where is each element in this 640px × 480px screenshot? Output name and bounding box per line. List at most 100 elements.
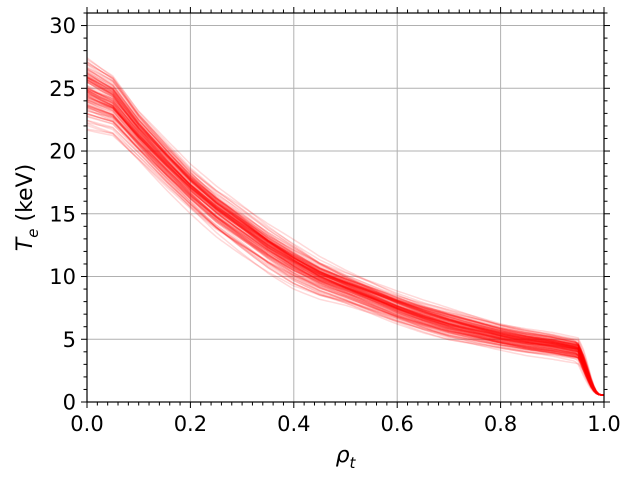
- profile-line: [87, 107, 604, 396]
- profile-line: [87, 90, 604, 396]
- profile-line: [87, 128, 604, 396]
- profile-line: [87, 96, 604, 396]
- profile-line: [87, 105, 604, 396]
- profile-line: [87, 79, 604, 396]
- profile-line: [87, 99, 604, 396]
- profile-line: [87, 80, 604, 396]
- profile-line: [87, 81, 604, 396]
- profile-line: [87, 77, 604, 396]
- profile-line: [87, 98, 604, 396]
- profile-line: [87, 76, 604, 396]
- profile-line: [87, 124, 604, 396]
- profile-line: [87, 72, 604, 396]
- profile-line: [87, 113, 604, 396]
- profile-line: [87, 76, 604, 396]
- profile-line: [87, 99, 604, 396]
- profile-line: [87, 110, 604, 396]
- profile-line: [87, 73, 604, 396]
- profile-line: [87, 79, 604, 396]
- profile-line: [87, 99, 604, 396]
- profile-line: [87, 94, 604, 396]
- x-tick-labels: 0.0 0.2 0.4 0.6 0.8 1.0: [70, 412, 620, 436]
- profile-line: [87, 76, 604, 396]
- profile-line: [87, 104, 604, 396]
- profile-line: [87, 91, 604, 396]
- y-tick-label: 20: [49, 140, 76, 164]
- profile-lines: [87, 57, 604, 396]
- profile-line: [87, 85, 604, 396]
- profile-line: [87, 87, 604, 396]
- profile-line: [87, 64, 604, 396]
- profile-line: [87, 91, 604, 396]
- profile-line: [87, 113, 604, 396]
- profile-line: [87, 87, 604, 396]
- profile-line: [87, 72, 604, 396]
- profile-line: [87, 63, 604, 396]
- profile-line: [87, 102, 604, 396]
- y-tick-label: 10: [49, 265, 76, 289]
- profile-line: [87, 103, 604, 396]
- profile-line: [87, 95, 604, 396]
- x-axis-label-sub: t: [350, 454, 357, 472]
- profile-line: [87, 104, 604, 396]
- profile-line: [87, 87, 604, 396]
- profile-line: [87, 75, 604, 396]
- profile-line: [87, 77, 604, 396]
- profile-line: [87, 81, 604, 396]
- profile-line: [87, 73, 604, 396]
- profile-line: [87, 77, 604, 396]
- profile-line: [87, 81, 604, 396]
- profile-line: [87, 85, 604, 396]
- y-tick-labels: 0 5 10 15 20 25 30: [49, 14, 76, 414]
- profile-line: [87, 88, 604, 396]
- x-tick-label: 0.2: [174, 412, 207, 436]
- profile-line: [87, 107, 604, 396]
- profile-line: [87, 104, 604, 396]
- profile-line: [87, 94, 604, 396]
- profile-line: [87, 57, 604, 396]
- profile-line: [87, 68, 604, 396]
- profile-line: [87, 91, 604, 396]
- y-axis-label-base: T: [13, 236, 38, 251]
- y-axis-label: Te (keV): [13, 164, 42, 251]
- profile-line: [87, 69, 604, 396]
- profile-line: [87, 87, 604, 396]
- profile-line: [87, 58, 604, 396]
- profile-line: [87, 75, 604, 396]
- profile-line: [87, 119, 604, 396]
- x-tick-label: 0.8: [484, 412, 517, 436]
- profile-line: [87, 101, 604, 396]
- profile-line: [87, 115, 604, 396]
- profile-line: [87, 74, 604, 396]
- profile-line: [87, 88, 604, 396]
- profile-line: [87, 62, 604, 396]
- profile-line: [87, 61, 604, 396]
- profile-line: [87, 78, 604, 396]
- profile-line: [87, 96, 604, 396]
- profile-line: [87, 89, 604, 396]
- profile-line: [87, 97, 604, 396]
- x-axis-label-base: ρ: [336, 443, 350, 468]
- x-tick-label: 1.0: [587, 412, 620, 436]
- y-axis-label-sub: e: [24, 229, 42, 238]
- y-tick-label: 15: [49, 202, 76, 226]
- profile-line: [87, 97, 604, 396]
- profile-line: [87, 115, 604, 396]
- y-tick-label: 30: [49, 14, 76, 38]
- profile-line: [87, 78, 604, 396]
- profile-line: [87, 106, 604, 396]
- profile-line: [87, 89, 604, 396]
- profile-line: [87, 113, 604, 396]
- profile-line: [87, 98, 604, 396]
- profile-line: [87, 90, 604, 396]
- profile-line: [87, 106, 604, 396]
- profile-line: [87, 77, 604, 396]
- profile-line: [87, 69, 604, 396]
- x-tick-label: 0.6: [380, 412, 413, 436]
- profile-line: [87, 129, 604, 396]
- profile-line: [87, 121, 604, 396]
- y-axis-label-unit: (keV): [13, 164, 38, 229]
- profile-line: [87, 101, 604, 396]
- profile-line: [87, 67, 604, 396]
- profile-line: [87, 91, 604, 396]
